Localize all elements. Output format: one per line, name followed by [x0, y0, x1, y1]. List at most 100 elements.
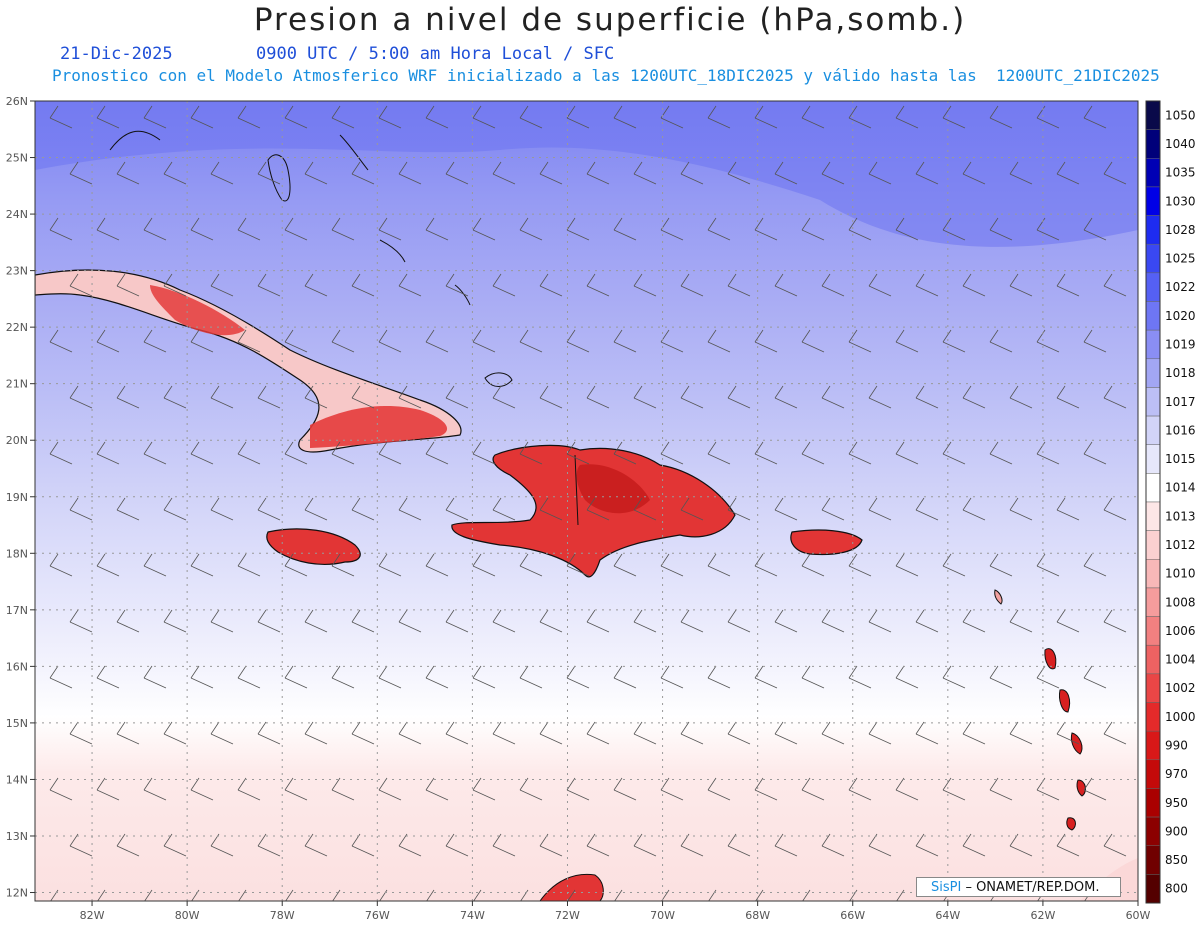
wind-barb	[425, 553, 449, 577]
wind-barb	[680, 385, 704, 409]
wind-barb	[144, 889, 153, 901]
colorbar-swatch	[1145, 329, 1161, 360]
colorbar-swatch	[1145, 100, 1161, 130]
lat-label: 14N	[6, 773, 28, 786]
colorbar-swatch	[1145, 559, 1161, 589]
wind-barb	[1103, 497, 1127, 521]
wind-barb	[942, 329, 966, 353]
lon-label: 72W	[555, 909, 580, 922]
wind-barb	[613, 329, 637, 353]
wind-barb	[331, 217, 355, 241]
colorbar-swatch	[1145, 673, 1161, 703]
wind-barb	[774, 273, 798, 297]
wind-barb	[633, 385, 657, 409]
wind-barb	[378, 553, 402, 577]
wind-barb	[942, 217, 966, 241]
latitude-labels: 26N 25N 24N 23N 22N 21N 20N 19N 18N 17N 16N 15N 14N 1…	[6, 95, 35, 900]
lat-lon-grid	[35, 101, 1138, 901]
bahamas-islands	[109, 130, 513, 387]
wind-barb	[680, 497, 704, 521]
wind-barb	[962, 497, 986, 521]
wind-barb	[915, 721, 939, 745]
wind-barb	[116, 833, 140, 857]
wind-barb	[472, 105, 496, 129]
colorbar-swatch	[1145, 874, 1161, 904]
wind-barb	[519, 329, 543, 353]
wind-barb	[210, 273, 234, 297]
wind-barb	[492, 497, 516, 521]
lon-label: 70W	[650, 909, 675, 922]
colorbar-swatch	[1145, 272, 1161, 302]
wind-barb	[989, 665, 1013, 689]
wind-barb	[868, 721, 892, 745]
wind-barb	[801, 217, 825, 241]
wind-barb	[331, 777, 355, 801]
wind-barb	[942, 105, 966, 129]
wind-barb	[472, 553, 496, 577]
colorbar-swatch	[1145, 616, 1161, 646]
colorbar-label: 990	[1165, 738, 1188, 752]
wind-barb	[143, 553, 167, 577]
wind-barb	[680, 273, 704, 297]
wind-barb	[190, 105, 214, 129]
wind-barb	[613, 217, 637, 241]
wind-barb	[868, 273, 892, 297]
colorbar-label: 950	[1165, 796, 1188, 810]
wind-barb	[472, 217, 496, 241]
wind-barb	[284, 777, 308, 801]
wind-barb	[868, 609, 892, 633]
wind-barb	[473, 889, 482, 901]
lon-label: 82W	[80, 909, 105, 922]
colorbar-label: 1030	[1165, 194, 1196, 208]
wind-barb	[519, 105, 543, 129]
colorbar-label: 850	[1165, 853, 1188, 867]
wind-barb	[849, 889, 858, 901]
wind-barb	[519, 217, 543, 241]
wind-barb	[1036, 329, 1060, 353]
wind-barb	[398, 273, 422, 297]
colorbar-label: 1013	[1165, 509, 1196, 523]
wind-barb	[586, 273, 610, 297]
wind-barb	[586, 161, 610, 185]
colorbar-label: 1010	[1165, 567, 1196, 581]
wind-barb	[942, 441, 966, 465]
wind-barb	[69, 609, 93, 633]
wind-barb	[378, 665, 402, 689]
wind-barb	[116, 609, 140, 633]
colorbar-label: 1008	[1165, 595, 1196, 609]
wind-barb	[425, 217, 449, 241]
lat-label: 24N	[6, 208, 28, 221]
wind-barb	[257, 833, 281, 857]
colorbar-swatch	[1145, 759, 1161, 789]
wind-barb	[163, 273, 187, 297]
colorbar-label: 1025	[1165, 252, 1196, 266]
wind-barb	[727, 385, 751, 409]
wind-barb	[445, 833, 469, 857]
wind-barb	[989, 441, 1013, 465]
wind-barb	[895, 441, 919, 465]
lat-label: 21N	[6, 378, 28, 391]
colorbar-label: 1028	[1165, 223, 1196, 237]
pressure-map: 82W 80W 78W 76W 74W 72W 70W 68W 66W 64W 62W 60W 26N…	[6, 95, 1196, 922]
colorbar-swatch	[1145, 587, 1161, 617]
wind-barb	[754, 665, 778, 689]
forecast-time: 0900 UTC / 5:00 am Hora Local / SFC	[256, 44, 615, 64]
colorbar-label: 1050	[1165, 108, 1196, 122]
wind-barb	[351, 273, 375, 297]
colorbar-label: 1016	[1165, 423, 1196, 437]
wind-barb	[539, 497, 563, 521]
wind-barb	[1083, 329, 1107, 353]
wind-barb	[332, 889, 341, 901]
wind-barb	[774, 161, 798, 185]
wind-barb	[707, 665, 731, 689]
colorbar-swatch	[1145, 730, 1161, 761]
wind-barb	[331, 441, 355, 465]
wind-barb	[398, 833, 422, 857]
wind-barb	[210, 497, 234, 521]
lat-label: 17N	[6, 604, 28, 617]
wind-barb	[727, 609, 751, 633]
wind-barb	[49, 777, 73, 801]
wind-barb	[69, 161, 93, 185]
colorbar-label: 1019	[1165, 337, 1196, 351]
wind-barb	[351, 385, 375, 409]
